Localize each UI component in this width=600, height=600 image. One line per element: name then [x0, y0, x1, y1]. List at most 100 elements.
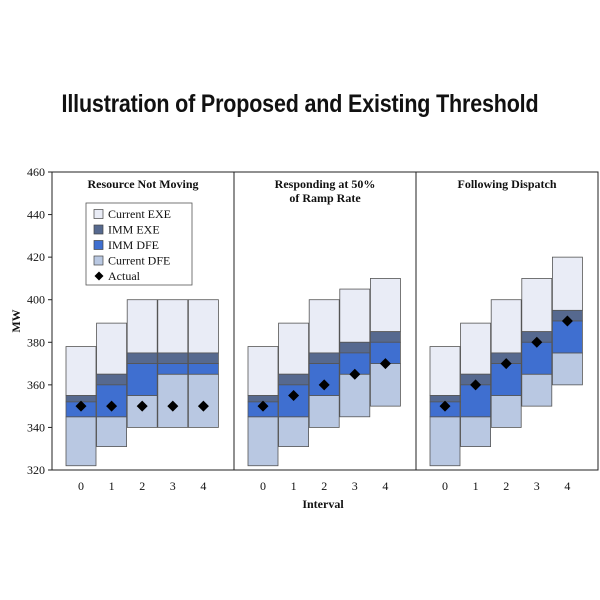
panel-titles-layer: Resource Not Moving Responding at 50%of R… — [87, 177, 556, 205]
page-title: Illustration of Proposed and Existing Th… — [61, 90, 539, 118]
x-tick-label: 1 — [109, 479, 115, 493]
current-dfe-bar — [460, 416, 492, 447]
actual-marker — [318, 379, 330, 391]
x-tick-label: 4 — [564, 479, 570, 493]
current-exe-bar — [126, 299, 158, 354]
imm-dfe-bar — [187, 363, 219, 375]
current-exe-bar — [278, 322, 310, 375]
current-exe-bar — [157, 299, 189, 354]
actual-marker — [288, 390, 300, 401]
bars-layer — [65, 256, 583, 467]
x-tick-label: 0 — [442, 479, 448, 493]
current-exe-bar — [187, 299, 219, 354]
y-tick-label: 400 — [27, 293, 45, 307]
current-exe-bar — [521, 278, 553, 333]
x-tick-label: 1 — [473, 479, 479, 493]
legend-label: Actual — [108, 269, 141, 283]
x-tick-label: 0 — [78, 479, 84, 493]
legend-swatch — [93, 255, 104, 266]
imm-dfe-bar — [157, 363, 189, 375]
panel-title: of Ramp Rate — [289, 191, 361, 205]
y-tick-label: 340 — [27, 420, 45, 434]
actual-marker — [197, 400, 209, 412]
actual-marker — [470, 379, 482, 391]
y-tick-label: 440 — [27, 208, 45, 222]
y-tick-label: 360 — [27, 378, 45, 392]
plot-frame — [51, 171, 599, 471]
legend-swatch — [93, 240, 104, 250]
x-tick-label: 1 — [291, 479, 297, 493]
current-exe-bar — [339, 288, 371, 343]
actual-marker — [257, 400, 269, 412]
x-tick-label: 2 — [321, 479, 327, 493]
current-exe-bar — [552, 256, 583, 311]
imm-exe-bar — [126, 352, 158, 364]
current-dfe-bar — [278, 416, 310, 447]
actual-marker — [531, 336, 543, 348]
y-tick-label: 460 — [27, 165, 45, 179]
current-exe-bar — [369, 278, 401, 333]
x-tick-label: 4 — [382, 479, 388, 493]
current-dfe-bar — [308, 395, 340, 428]
legend-label: IMM DFE — [108, 238, 159, 252]
actual-marker — [349, 368, 361, 380]
plot-area — [51, 171, 599, 471]
current-dfe-bar — [65, 416, 97, 467]
y-tick-label: 380 — [27, 335, 45, 349]
panel-title: Following Dispatch — [457, 177, 556, 191]
legend-label: Current EXE — [108, 207, 171, 221]
x-tick-label: 2 — [139, 479, 145, 493]
x-tick-label: 0 — [260, 479, 266, 493]
imm-exe-bar — [278, 373, 310, 386]
imm-exe-bar — [187, 352, 219, 364]
y-tick-label: 420 — [27, 250, 45, 264]
imm-exe-bar — [157, 352, 189, 364]
imm-exe-bar — [369, 331, 401, 343]
current-dfe-bar — [339, 373, 371, 418]
panel-title: Resource Not Moving — [87, 177, 198, 191]
actual-marker — [75, 400, 87, 412]
current-dfe-bar — [96, 416, 127, 447]
current-dfe-bar — [429, 416, 461, 467]
imm-exe-bar — [96, 373, 127, 386]
imm-exe-bar — [339, 341, 371, 354]
current-dfe-bar — [521, 373, 553, 407]
current-dfe-bar — [552, 352, 583, 386]
actual-marker — [379, 358, 391, 370]
y-axis-label: MW — [9, 309, 23, 332]
x-axis-label: Interval — [302, 497, 344, 511]
y-tick-label: 320 — [27, 463, 45, 477]
legend-swatch — [93, 224, 104, 235]
actual-marker — [561, 315, 573, 327]
x-tick-label: 3 — [534, 479, 540, 493]
x-tick-label: 3 — [352, 479, 358, 493]
current-dfe-bar — [490, 395, 522, 428]
imm-exe-bar — [308, 352, 340, 364]
current-exe-bar — [247, 346, 279, 396]
x-tick-label: 4 — [200, 479, 206, 493]
current-exe-bar — [429, 346, 461, 396]
legend-label: Current DFE — [108, 254, 170, 268]
legend-label: IMM EXE — [108, 223, 160, 237]
actual-marker — [136, 400, 148, 412]
actual-markers-layer — [75, 315, 573, 412]
x-tick-label: 2 — [503, 479, 509, 493]
current-dfe-bar — [369, 363, 401, 407]
current-exe-bar — [65, 346, 97, 396]
legend-box — [85, 202, 193, 286]
current-exe-bar — [96, 322, 127, 375]
actual-marker — [106, 400, 118, 412]
actual-marker — [167, 400, 179, 412]
actual-marker — [500, 358, 512, 370]
imm-dfe-bar — [126, 363, 158, 396]
current-exe-bar — [460, 322, 492, 375]
actual-marker — [439, 400, 451, 412]
current-exe-bar — [490, 299, 522, 354]
legend-swatch — [93, 209, 104, 219]
legend-marker-actual — [94, 271, 104, 281]
x-tick-label: 3 — [170, 479, 176, 493]
panel-title: Responding at 50% — [275, 177, 376, 191]
current-dfe-bar — [247, 416, 279, 467]
